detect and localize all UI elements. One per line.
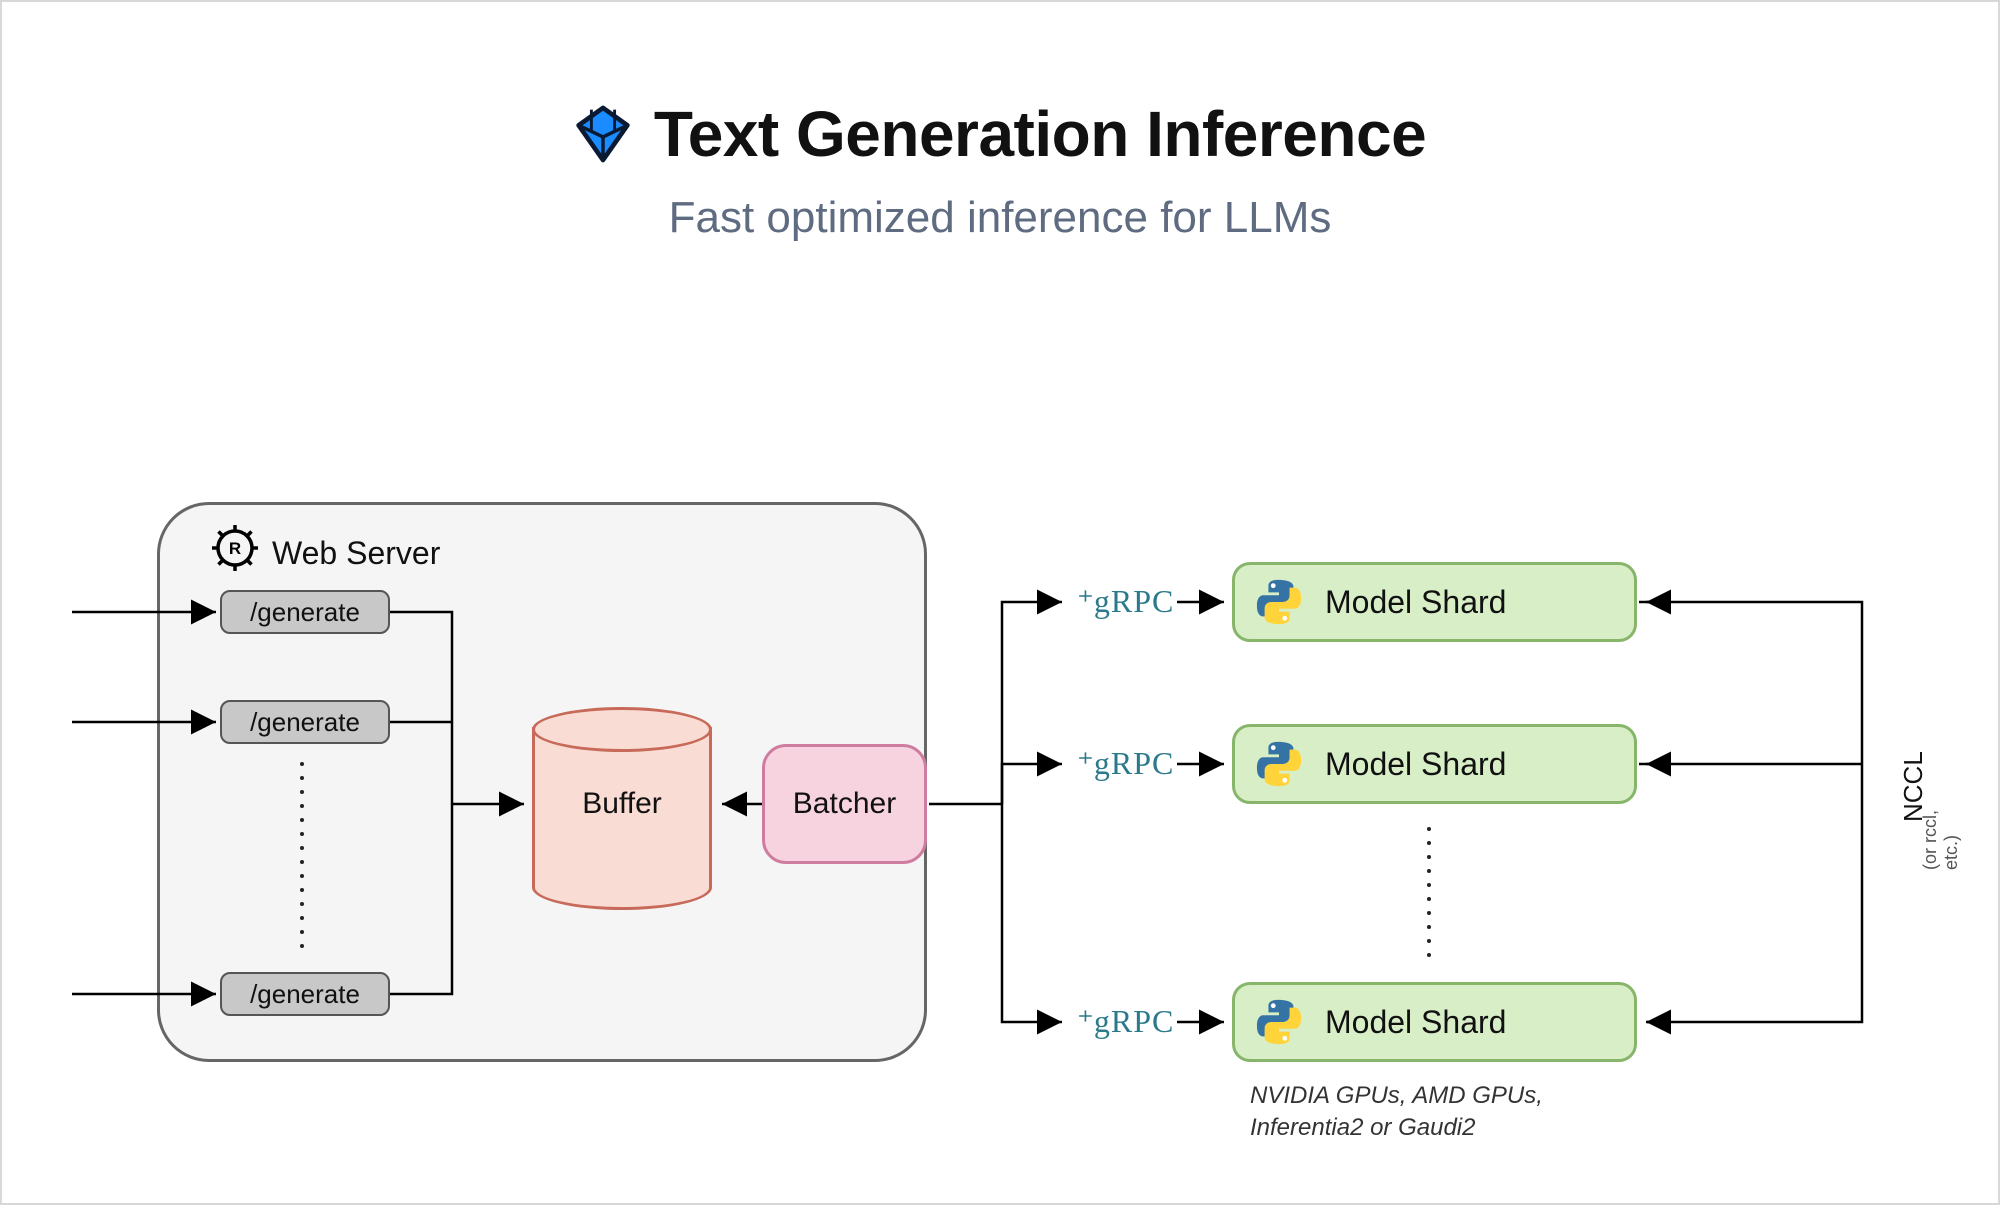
grpc-label: ⁺gRPC	[1077, 744, 1174, 782]
model-shard-label: Model Shard	[1325, 1004, 1506, 1041]
grpc-label: ⁺gRPC	[1077, 582, 1174, 620]
vertical-dots-icon	[300, 762, 304, 958]
hardware-footnote: NVIDIA GPUs, AMD GPUs, Inferentia2 or Ga…	[1250, 1080, 1543, 1145]
footnote-line: Inferentia2 or Gaudi2	[1250, 1112, 1543, 1144]
model-shard-label: Model Shard	[1325, 584, 1506, 621]
svg-text:R: R	[229, 539, 241, 558]
batcher-box: Batcher	[762, 744, 927, 864]
web-server-label: Web Server	[272, 535, 440, 572]
buffer-label: Buffer	[532, 787, 712, 821]
rust-gear-icon: R	[210, 523, 260, 573]
vertical-dots-icon	[1427, 827, 1431, 967]
python-icon	[1255, 578, 1303, 626]
endpoint-generate: /generate	[220, 972, 390, 1016]
grpc-label: ⁺gRPC	[1077, 1002, 1174, 1040]
header: Text Generation Inference Fast optimized…	[2, 97, 1998, 243]
page-subtitle: Fast optimized inference for LLMs	[2, 193, 1998, 243]
endpoint-generate: /generate	[220, 700, 390, 744]
nccl-sublabel: (or rccl, etc.)	[1920, 792, 1962, 870]
python-icon	[1255, 740, 1303, 788]
endpoint-generate: /generate	[220, 590, 390, 634]
model-shard-box: Model Shard	[1232, 724, 1637, 804]
page-title: Text Generation Inference	[654, 97, 1426, 171]
python-icon	[1255, 998, 1303, 1046]
model-shard-label: Model Shard	[1325, 746, 1506, 783]
title-row: Text Generation Inference	[574, 97, 1426, 171]
diamond-logo-icon	[574, 105, 632, 163]
buffer-cylinder: Buffer	[532, 707, 712, 907]
diagram-frame: Text Generation Inference Fast optimized…	[0, 0, 2000, 1205]
model-shard-box: Model Shard	[1232, 982, 1637, 1062]
footnote-line: NVIDIA GPUs, AMD GPUs,	[1250, 1080, 1543, 1112]
model-shard-box: Model Shard	[1232, 562, 1637, 642]
